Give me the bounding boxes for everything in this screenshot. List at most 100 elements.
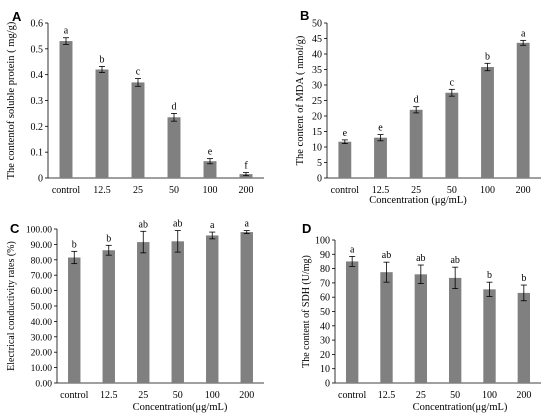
- y-tick-label: 0.1: [31, 148, 44, 159]
- panel-label: B: [300, 8, 309, 23]
- significance-letter: f: [244, 161, 248, 172]
- x-tick-label: 50: [169, 185, 179, 196]
- significance-letter: ab: [173, 219, 182, 230]
- bar: [409, 109, 423, 178]
- x-tick-label: control: [52, 185, 81, 196]
- y-tick-label: 70.00: [31, 272, 53, 282]
- significance-letter: b: [72, 239, 77, 250]
- y-tick-label: 20.00: [31, 349, 53, 359]
- bar: [59, 41, 73, 179]
- y-tick-label: 0.3: [31, 96, 44, 107]
- y-tick-label: 0.6: [31, 19, 44, 30]
- bar: [516, 42, 530, 179]
- y-tick-label: 0.2: [31, 122, 44, 133]
- y-tick-label: 10.00: [31, 364, 53, 374]
- significance-letter: b: [487, 270, 492, 281]
- significance-letter: e: [343, 128, 348, 139]
- y-tick-label: 20: [312, 112, 322, 123]
- x-tick-label: 50: [173, 390, 183, 401]
- y-tick-label: 5: [317, 158, 322, 169]
- significance-letter: ab: [139, 219, 148, 230]
- significance-letter: b: [485, 51, 490, 62]
- chart-panel-b: B 0 5 10 15 20 25 30 35 40 45 50 e control e 12.5 d 25 c 50…: [295, 8, 541, 206]
- x-tick-label: 200: [239, 390, 254, 401]
- bar: [483, 289, 496, 383]
- significance-letter: e: [378, 123, 383, 134]
- y-tick-label: 10: [312, 143, 322, 154]
- x-tick-label: 200: [516, 390, 531, 401]
- x-tick-label: 12.5: [372, 185, 390, 196]
- y-tick-label: 90: [320, 250, 330, 261]
- significance-letter: a: [245, 219, 250, 230]
- significance-letter: ab: [450, 255, 459, 266]
- significance-letter: a: [210, 220, 215, 231]
- panel-label: A: [12, 9, 22, 24]
- significance-letter: a: [64, 26, 69, 37]
- y-axis-label: The content of SDH (U/mg): [301, 255, 312, 368]
- x-tick-label: control: [338, 390, 367, 401]
- bar: [95, 69, 109, 178]
- y-tick-label: 0.00: [35, 380, 52, 390]
- x-axis-label: Concentration(μg/mL): [133, 402, 228, 413]
- bar: [481, 67, 494, 178]
- chart-panel-d: D 0 10 20 30 40 50 60 70 80 90 100 a control ab 12.5 ab 2…: [301, 221, 541, 413]
- y-tick-label: 15: [312, 127, 322, 138]
- y-tick-label: 20: [320, 350, 330, 361]
- y-tick-label: 50: [320, 307, 330, 318]
- x-tick-label: 50: [447, 185, 457, 196]
- bar: [517, 292, 531, 383]
- y-tick-label: 50.00: [31, 303, 53, 313]
- y-tick-label: 60.00: [31, 287, 53, 297]
- x-tick-label: 25: [416, 390, 426, 401]
- y-axis-label: The contentof soluble protein ( mg/g): [6, 21, 17, 179]
- y-tick-label: 100: [315, 236, 330, 247]
- bar: [206, 235, 219, 383]
- x-tick-label: 12.5: [93, 185, 111, 196]
- bar: [445, 92, 459, 178]
- y-tick-label: 70: [320, 278, 330, 289]
- x-axis-label: Concentration (μg/mL): [369, 195, 467, 206]
- x-axis-label: Concentration(μg/mL): [413, 402, 508, 413]
- y-tick-label: 60: [320, 293, 330, 304]
- x-tick-label: 12.5: [378, 390, 396, 401]
- x-tick-label: 25: [138, 390, 148, 401]
- y-tick-label: 0: [38, 174, 43, 185]
- significance-letter: ab: [416, 253, 425, 264]
- panel-label: C: [10, 221, 20, 236]
- y-tick-label: 45: [312, 34, 322, 45]
- x-tick-label: 100: [480, 185, 495, 196]
- y-tick-label: 0.4: [31, 70, 44, 81]
- bar: [68, 257, 81, 383]
- x-tick-label: 100: [205, 390, 220, 401]
- y-tick-label: 10: [320, 364, 330, 375]
- x-tick-label: control: [331, 185, 360, 196]
- y-tick-label: 30: [320, 336, 330, 347]
- significance-letter: a: [521, 28, 526, 39]
- y-tick-label: 40.00: [31, 318, 53, 328]
- bar: [203, 161, 217, 178]
- x-tick-label: 50: [450, 390, 460, 401]
- y-tick-label: 35: [312, 65, 322, 76]
- significance-letter: e: [208, 147, 213, 158]
- significance-letter: ab: [382, 250, 391, 261]
- y-tick-label: 0: [325, 379, 330, 390]
- bar: [338, 141, 352, 178]
- significance-letter: b: [106, 233, 111, 244]
- panel-label: D: [302, 221, 311, 236]
- significance-letter: c: [136, 67, 141, 78]
- significance-letter: d: [414, 95, 419, 106]
- bar: [167, 117, 181, 178]
- x-tick-label: 25: [133, 185, 143, 196]
- bar: [137, 242, 150, 383]
- bar: [171, 241, 184, 383]
- x-tick-label: control: [60, 390, 89, 401]
- chart-panel-a: A 0 0.1 0.2 0.3 0.4 0.5 0.6 a control b 12.5 c 25 d 50 e…: [6, 9, 264, 196]
- bar: [131, 82, 145, 178]
- x-tick-label: 200: [516, 185, 531, 196]
- significance-letter: c: [450, 77, 455, 88]
- bar: [102, 250, 115, 383]
- bar: [240, 232, 253, 383]
- y-tick-label: 80.00: [31, 256, 53, 266]
- significance-letter: b: [521, 273, 526, 284]
